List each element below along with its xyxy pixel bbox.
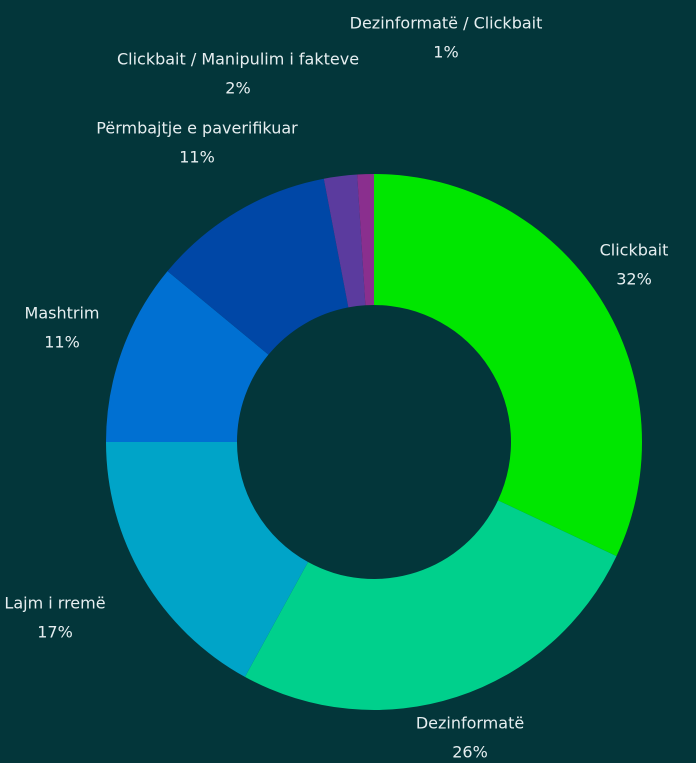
slice-label: Përmbajtje e paverifikuar: [96, 119, 298, 138]
slice-label: Dezinformatë / Clickbait: [350, 14, 543, 33]
donut-slice: [323, 174, 366, 308]
slice-value-label: 17%: [37, 623, 73, 642]
donut-slice: [106, 442, 308, 677]
donut-slice: [374, 174, 643, 557]
slice-value-label: 32%: [616, 270, 652, 289]
slice-value-label: 1%: [433, 43, 458, 62]
slice-value-label: 26%: [452, 743, 488, 762]
slice-value-label: 11%: [44, 333, 80, 352]
slice-label: Dezinformatë: [416, 714, 524, 733]
slice-value-label: 2%: [225, 79, 250, 98]
donut-slice: [244, 500, 617, 711]
donut-slice: [167, 178, 349, 355]
donut-slice: [106, 271, 269, 442]
donut-slice: [357, 174, 374, 306]
slice-label: Clickbait / Manipulim i fakteve: [117, 50, 359, 69]
slice-label: Mashtrim: [25, 304, 100, 323]
slice-value-label: 11%: [179, 148, 215, 167]
slice-label: Clickbait: [600, 241, 669, 260]
slice-label: Lajm i rremë: [4, 594, 105, 613]
